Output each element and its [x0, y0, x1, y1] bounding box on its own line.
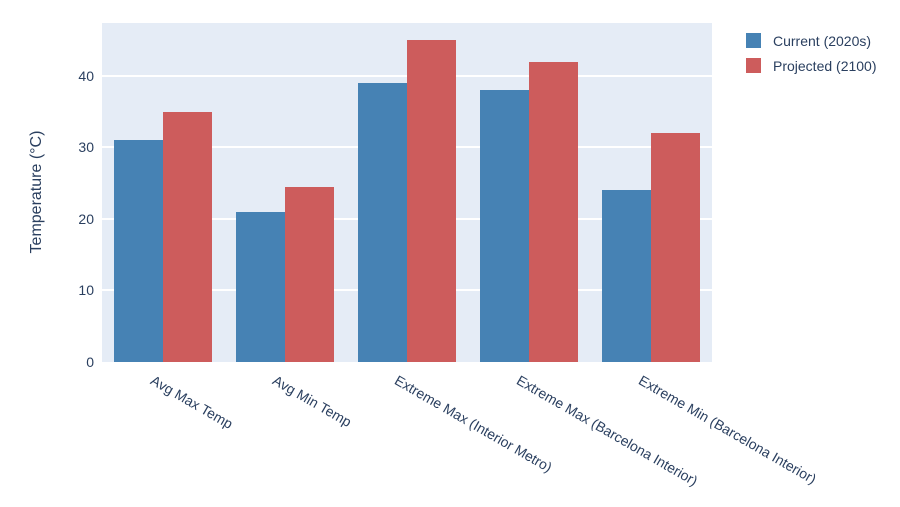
bar-projected-2100-extreme-min-barcelona-interior[interactable] — [651, 133, 700, 362]
legend-item-current[interactable]: Current (2020s) — [746, 28, 877, 53]
legend-label-projected: Projected (2100) — [773, 57, 877, 74]
bar-current-2020s-avg-max-temp[interactable] — [114, 140, 163, 362]
x-tick-label: Avg Max Temp — [148, 372, 236, 432]
y-tick-label: 40 — [78, 67, 94, 84]
y-tick-label: 30 — [78, 139, 94, 156]
bar-current-2020s-extreme-max-barcelona-interior[interactable] — [480, 90, 529, 362]
y-tick-label: 20 — [78, 210, 94, 227]
legend-swatch-current-icon — [746, 33, 761, 48]
bar-projected-2100-extreme-max-barcelona-interior[interactable] — [529, 61, 578, 362]
y-tick-label: 0 — [86, 354, 94, 370]
y-tick-label: 10 — [78, 282, 94, 299]
legend-label-current: Current (2020s) — [773, 32, 872, 49]
x-tick-label: Avg Min Temp — [270, 372, 355, 430]
bar-projected-2100-avg-max-temp[interactable] — [163, 111, 212, 362]
bar-current-2020s-extreme-min-barcelona-interior[interactable] — [602, 190, 651, 362]
legend-item-projected[interactable]: Projected (2100) — [746, 53, 877, 78]
y-axis-title: Temperature (°C) — [28, 130, 45, 254]
bar-projected-2100-extreme-max-interior-metro[interactable] — [407, 40, 456, 362]
legend: Current (2020s) Projected (2100) — [746, 28, 877, 78]
plot-area[interactable] — [102, 23, 712, 362]
bar-projected-2100-avg-min-temp[interactable] — [285, 186, 334, 362]
bar-current-2020s-avg-min-temp[interactable] — [236, 211, 285, 362]
bar-current-2020s-extreme-max-interior-metro[interactable] — [358, 83, 407, 362]
legend-swatch-projected-icon — [746, 58, 761, 73]
